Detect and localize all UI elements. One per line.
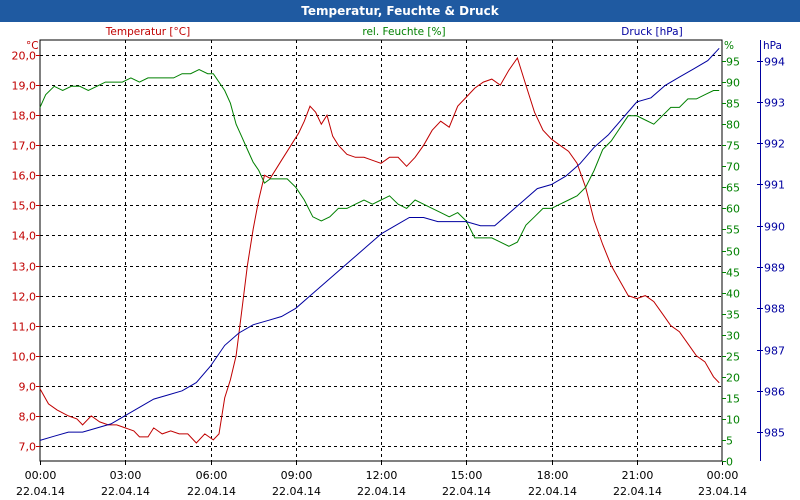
x-tick-date: 22.04.14: [613, 485, 662, 498]
temp-tick-label: 12,0: [12, 291, 37, 304]
x-tick-time: 09:00: [281, 469, 313, 482]
x-tick-time: 06:00: [196, 469, 228, 482]
pressure-tick-label: 989: [764, 262, 785, 275]
x-tick-date: 22.04.14: [101, 485, 150, 498]
series-line-pressure: [39, 47, 720, 441]
x-tick-time: 00:00: [25, 469, 57, 482]
x-tick-time: 12:00: [366, 469, 398, 482]
temp-tick-label: 13,0: [12, 261, 37, 274]
humidity-tick-label: 5: [726, 435, 733, 448]
humidity-tick-label: 30: [726, 330, 740, 343]
humidity-tick-label: 65: [726, 182, 740, 195]
grid: [39, 39, 723, 462]
x-tick-date: 23.04.14: [698, 485, 747, 498]
x-tick-time: 15:00: [451, 469, 483, 482]
temp-axis-label: Temperatur [°C]: [105, 26, 190, 38]
humidity-tick-label: 95: [726, 56, 740, 69]
x-tick-time: 00:00: [707, 469, 739, 482]
temp-tick-label: 14,0: [12, 230, 37, 243]
chart-title: Temperatur, Feuchte & Druck: [0, 0, 800, 22]
humidity-tick-label: 20: [726, 372, 740, 385]
temp-tick-label: 15,0: [12, 200, 37, 213]
pressure-tick-label: 991: [764, 179, 785, 192]
temp-unit: °C: [26, 40, 39, 52]
temp-tick-label: 20,0: [12, 50, 37, 63]
pressure-unit: hPa: [763, 40, 782, 52]
pressure-tick-label: 986: [764, 386, 785, 399]
pressure-tick-label: 994: [764, 56, 785, 69]
x-tick-time: 21:00: [622, 469, 654, 482]
humidity-tick-label: 40: [726, 288, 740, 301]
humidity-unit: %: [724, 40, 734, 52]
x-tick-date: 22.04.14: [442, 485, 491, 498]
pressure-tick-label: 987: [764, 345, 785, 358]
humidity-tick-label: 75: [726, 140, 740, 153]
x-tick-date: 22.04.14: [187, 485, 236, 498]
pressure-axis-label: Druck [hPa]: [621, 26, 682, 38]
pressure-tick-label: 985: [764, 427, 785, 440]
humidity-tick-label: 90: [726, 77, 740, 90]
humidity-tick-label: 85: [726, 98, 740, 111]
humidity-tick-label: 35: [726, 309, 740, 322]
x-tick-date: 22.04.14: [272, 485, 321, 498]
pressure-tick-label: 993: [764, 97, 785, 110]
humidity-tick-label: 45: [726, 267, 740, 280]
x-tick-date: 22.04.14: [528, 485, 577, 498]
temp-tick-label: 7,0: [19, 441, 37, 454]
temp-tick-label: 18,0: [12, 110, 37, 123]
temp-tick-label: 16,0: [12, 170, 37, 183]
humidity-tick-label: 60: [726, 203, 740, 216]
x-tick-date: 22.04.14: [357, 485, 406, 498]
temp-tick-label: 8,0: [19, 411, 37, 424]
humidity-tick-label: 80: [726, 119, 740, 132]
series-line-temperature: [39, 56, 720, 444]
temp-tick-label: 11,0: [12, 321, 37, 334]
pressure-tick-label: 988: [764, 303, 785, 316]
temp-tick-label: 17,0: [12, 140, 37, 153]
humidity-tick-label: 55: [726, 224, 740, 237]
x-tick-time: 18:00: [537, 469, 569, 482]
humidity-tick-label: 50: [726, 246, 740, 259]
humidity-tick-label: 10: [726, 414, 740, 427]
humidity-tick-label: 0: [726, 456, 733, 469]
chart-plot: Temperatur [°C] rel. Feuchte [%] Druck […: [0, 22, 800, 500]
humidity-tick-label: 15: [726, 393, 740, 406]
pressure-tick-label: 990: [764, 221, 785, 234]
series-lines: [39, 47, 720, 444]
series-line-humidity: [39, 68, 720, 247]
x-tick-date: 22.04.14: [16, 485, 65, 498]
axes: 00:00 22.04.14 03:00 22.04.14 06:00 22.04.14 0…: [12, 40, 785, 498]
temp-tick-label: 9,0: [19, 381, 37, 394]
humidity-tick-label: 70: [726, 161, 740, 174]
x-tick-time: 03:00: [110, 469, 142, 482]
humidity-axis-label: rel. Feuchte [%]: [362, 26, 445, 38]
pressure-tick-label: 992: [764, 138, 785, 151]
temp-tick-label: 19,0: [12, 80, 37, 93]
humidity-tick-label: 25: [726, 351, 740, 364]
temp-tick-label: 10,0: [12, 351, 37, 364]
